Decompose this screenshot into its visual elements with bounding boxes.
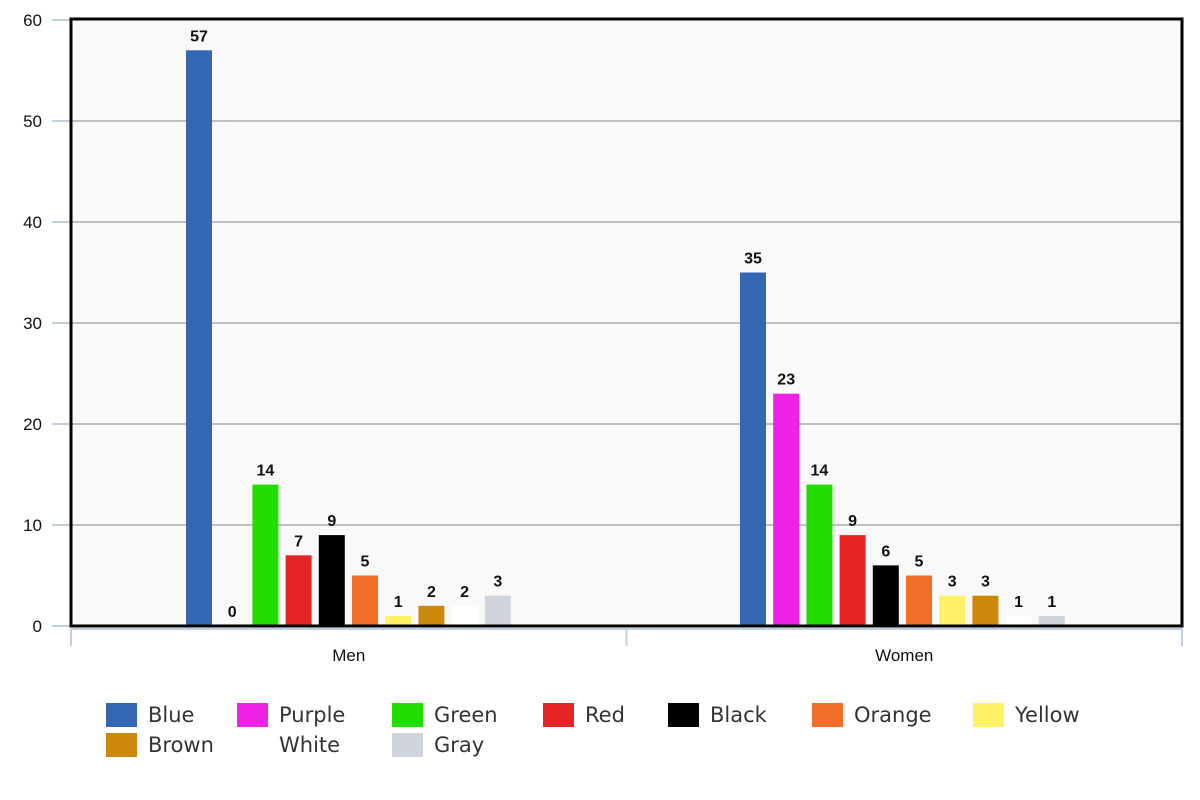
bar-black-women[interactable]: [872, 565, 899, 626]
legend-item-purple[interactable]: Purple: [237, 702, 345, 728]
x-category-label: Women: [875, 646, 933, 665]
bar-blue-men[interactable]: [186, 50, 212, 627]
data-label: 1: [394, 594, 403, 611]
data-label: 3: [948, 574, 957, 591]
legend-swatch: [237, 733, 268, 757]
bar-green-women[interactable]: [806, 484, 833, 626]
y-tick-label: 40: [23, 213, 42, 232]
legend-item-brown[interactable]: Brown: [106, 732, 214, 758]
legend-swatch: [668, 703, 699, 727]
bar-gray-men[interactable]: [484, 595, 511, 626]
bar-yellow-men[interactable]: [385, 615, 412, 626]
legend-label: Yellow: [1015, 703, 1080, 727]
x-category-label: Men: [332, 646, 365, 665]
bar-gray-women[interactable]: [1038, 615, 1065, 626]
legend-label: Orange: [854, 703, 932, 727]
bar-blue-women[interactable]: [740, 272, 766, 627]
y-axis: 0 10 20 30 40 50 60: [23, 11, 71, 636]
data-label: 14: [257, 463, 275, 480]
legend-label: Red: [585, 703, 625, 727]
legend-item-green[interactable]: Green: [392, 702, 498, 728]
legend-label: Purple: [279, 703, 346, 727]
legend-item-red[interactable]: Red: [543, 702, 625, 728]
bar-purple-women[interactable]: [773, 393, 800, 626]
legend-item-blue[interactable]: Blue: [106, 702, 194, 728]
legend-swatch: [106, 703, 137, 727]
data-label: 2: [427, 584, 436, 601]
bar-yellow-women[interactable]: [939, 595, 966, 626]
data-label: 35: [744, 251, 762, 268]
legend-swatch: [812, 703, 843, 727]
bars: [186, 50, 1065, 627]
bar-orange-men[interactable]: [352, 575, 378, 627]
data-label: 23: [777, 372, 795, 389]
legend-item-yellow[interactable]: Yellow: [973, 702, 1080, 728]
data-label: 7: [294, 533, 303, 550]
data-label: 1: [1014, 594, 1023, 611]
data-label: 3: [981, 574, 990, 591]
data-label: 2: [460, 584, 469, 601]
legend-label: Blue: [148, 703, 195, 727]
y-tick-label: 10: [23, 516, 42, 535]
bar-black-men[interactable]: [318, 535, 345, 626]
legend-item-white[interactable]: White: [237, 732, 340, 758]
legend-swatch: [543, 703, 574, 727]
data-label: 5: [361, 554, 370, 571]
legend-swatch: [973, 703, 1004, 727]
legend-label: Green: [434, 703, 498, 727]
legend-swatch: [106, 733, 137, 757]
bar-white-men[interactable]: [451, 605, 478, 626]
legend-label: Gray: [434, 733, 485, 757]
legend-swatch: [392, 733, 423, 757]
bar-red-women[interactable]: [839, 535, 866, 626]
legend-label: Black: [710, 703, 767, 727]
y-tick-label: 20: [23, 415, 42, 434]
bar-red-men[interactable]: [285, 555, 312, 626]
y-tick-label: 0: [33, 617, 42, 636]
x-axis: Men Women: [70, 628, 1183, 665]
legend-label: Brown: [148, 733, 214, 757]
bar-brown-men[interactable]: [418, 605, 445, 626]
legend-label: White: [279, 733, 341, 757]
data-label: 5: [915, 554, 924, 571]
legend-item-black[interactable]: Black: [668, 702, 767, 728]
y-tick-label: 50: [23, 112, 42, 131]
y-tick-label: 60: [23, 11, 42, 30]
data-label: 57: [190, 28, 208, 45]
data-label: 0: [228, 604, 237, 621]
legend-item-gray[interactable]: Gray: [392, 732, 484, 758]
bar-green-men[interactable]: [252, 484, 279, 626]
legend-swatch: [237, 703, 268, 727]
data-label: 1: [1047, 594, 1056, 611]
data-label: 3: [493, 574, 502, 591]
bar-white-women[interactable]: [1005, 615, 1032, 626]
legend-swatch: [392, 703, 423, 727]
bar-brown-women[interactable]: [972, 595, 999, 626]
data-label: 9: [327, 513, 336, 530]
legend-item-orange[interactable]: Orange: [812, 702, 932, 728]
bar-orange-women[interactable]: [906, 575, 932, 627]
data-label: 14: [811, 463, 829, 480]
y-tick-label: 30: [23, 314, 42, 333]
data-label: 6: [881, 543, 890, 560]
plot-border: [69, 17, 1184, 628]
data-label: 9: [848, 513, 857, 530]
